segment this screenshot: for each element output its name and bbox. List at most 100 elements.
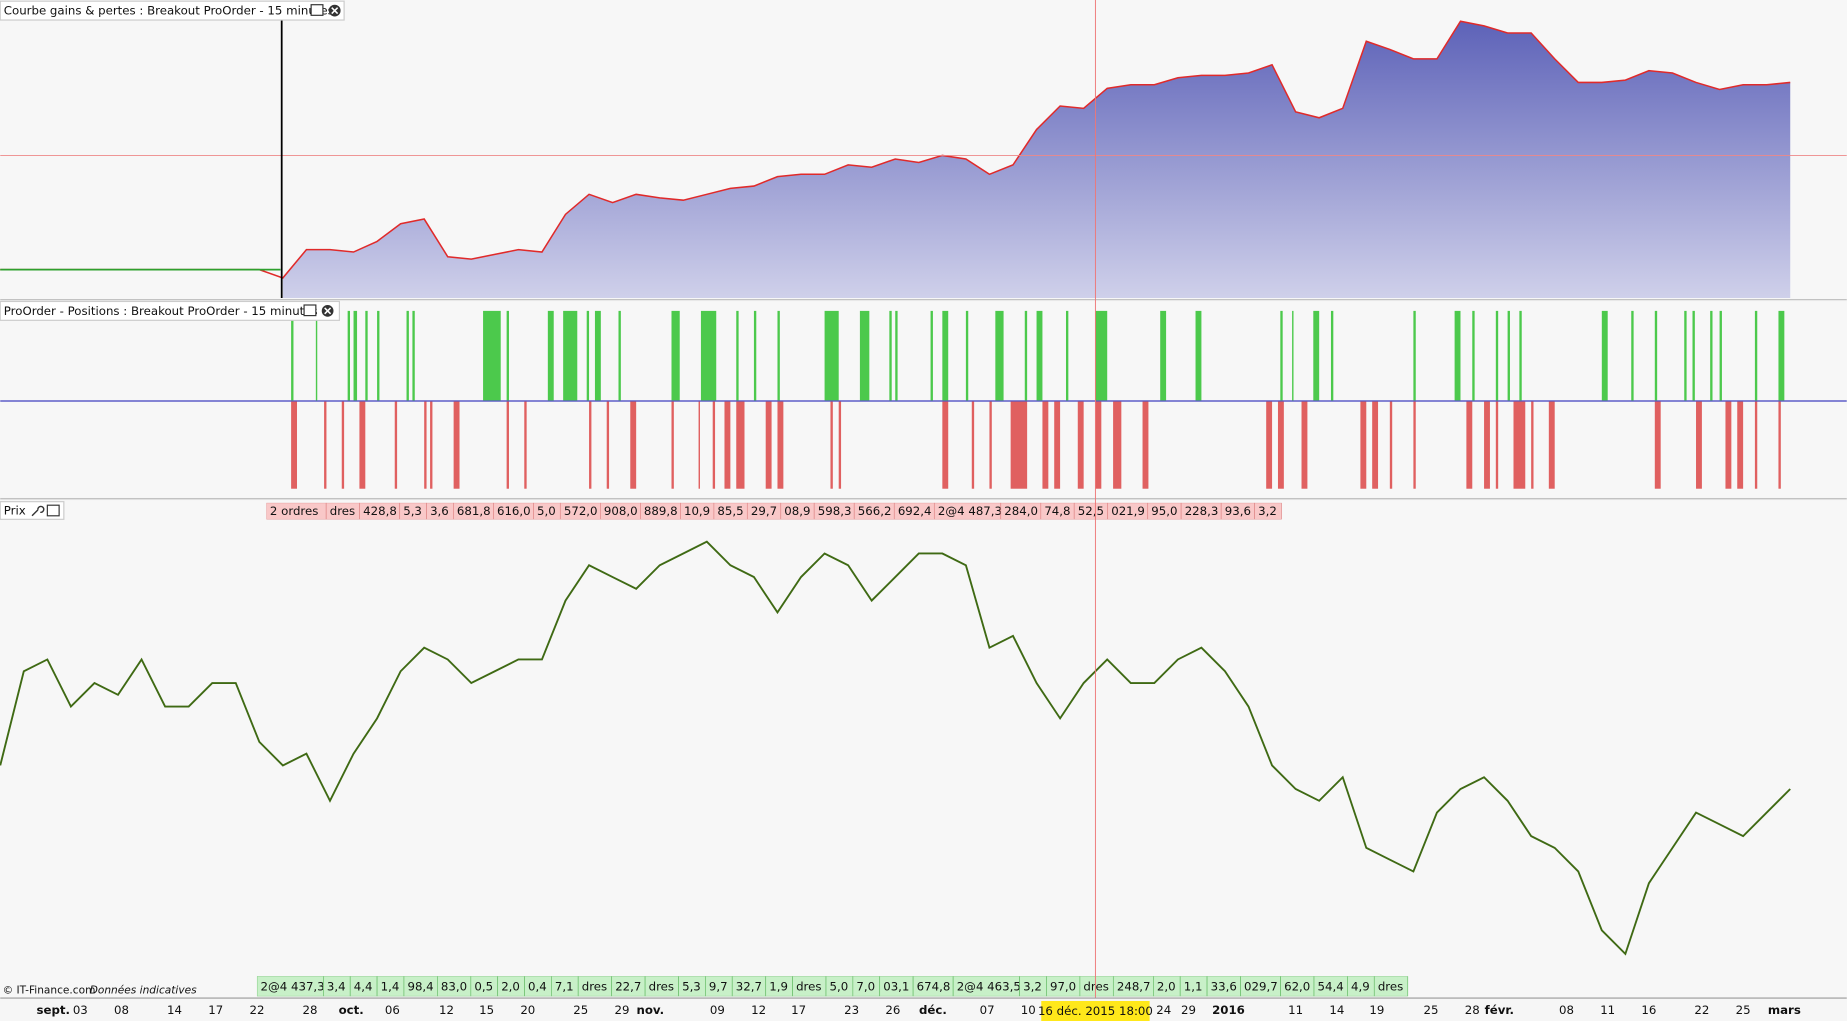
x-tick-label: 17 — [208, 1003, 223, 1017]
x-tick-label: 10 — [1021, 1003, 1036, 1017]
price-panel — [0, 500, 1847, 998]
short-position — [1778, 401, 1781, 489]
short-position — [1754, 401, 1758, 489]
long-position — [1024, 310, 1028, 401]
maximize-button[interactable] — [310, 4, 324, 16]
order-label: 0,4 — [528, 979, 547, 993]
order-label: 428,8 — [363, 504, 397, 518]
settings-button[interactable] — [31, 505, 45, 517]
order-label: 33,6 — [1211, 979, 1237, 993]
panel-title: Prix — [4, 504, 26, 518]
order-label: 5,3 — [682, 979, 701, 993]
long-position — [1754, 310, 1758, 401]
equity-chart — [0, 20, 1791, 298]
short-position — [1372, 401, 1379, 489]
short-position — [1360, 401, 1367, 489]
x-tick-label: 25 — [573, 1003, 588, 1017]
long-position — [895, 310, 898, 401]
order-label: 021,9 — [1111, 504, 1145, 518]
title-bar — [0, 300, 340, 321]
long-position — [506, 310, 509, 401]
order-label: 08,9 — [784, 504, 810, 518]
x-tick-label: 08 — [1559, 1003, 1574, 1017]
x-tick-label: 19 — [1369, 1003, 1384, 1017]
price-chart — [0, 540, 1791, 956]
long-position — [1507, 310, 1510, 401]
x-tick-label: mars — [1768, 1003, 1801, 1017]
order-label: 674,8 — [917, 979, 951, 993]
order-label: 1,4 — [381, 979, 400, 993]
positions-panel — [0, 301, 1847, 497]
x-tick-label: nov. — [636, 1003, 664, 1017]
price-line — [0, 540, 1791, 956]
maximize-button[interactable] — [46, 504, 60, 517]
long-position — [1454, 310, 1461, 401]
long-position — [586, 310, 590, 401]
order-label: 2@4 463,5 — [957, 979, 1021, 993]
x-tick-label: 26 — [885, 1003, 900, 1017]
x-tick-label: 14 — [1329, 1003, 1344, 1017]
short-position — [671, 401, 674, 489]
x-tick-label: 2016 — [1212, 1003, 1245, 1017]
order-label: 889,8 — [644, 504, 678, 518]
equity-area — [282, 21, 1791, 298]
long-position — [700, 310, 717, 401]
long-position — [965, 310, 969, 401]
order-label: 284,0 — [1004, 504, 1038, 518]
long-position — [1654, 310, 1658, 401]
order-label: 0,5 — [474, 979, 493, 993]
long-position — [1692, 310, 1695, 401]
close-icon — [331, 7, 339, 15]
x-tick-label: 25 — [1424, 1003, 1439, 1017]
order-labels-top: 2 ordres dres 428,8 5,3 3,6 681,8 616,0 5,0 572,… — [266, 502, 1282, 520]
disclaimer: Données indicatives — [90, 984, 197, 996]
short-position — [630, 401, 637, 489]
order-label: 1,1 — [1184, 979, 1203, 993]
maximize-button[interactable] — [303, 304, 317, 317]
short-position — [1095, 401, 1102, 489]
order-label: 9,7 — [709, 979, 728, 993]
long-position — [671, 310, 680, 401]
order-label: 83,0 — [441, 979, 467, 993]
short-position — [1113, 401, 1122, 489]
long-position — [1413, 310, 1416, 401]
x-tick-label: sept. — [36, 1003, 70, 1017]
short-position — [1413, 401, 1416, 489]
order-label-box — [1373, 976, 1409, 997]
long-position — [412, 310, 415, 401]
order-label: 566,2 — [858, 504, 892, 518]
long-position — [347, 310, 350, 401]
x-tick-label: 28 — [302, 1003, 317, 1017]
long-position — [353, 310, 358, 401]
order-label: 54,4 — [1318, 979, 1344, 993]
order-label: 3,4 — [327, 979, 346, 993]
x-tick-label: 09 — [710, 1003, 725, 1017]
long-position — [377, 310, 380, 401]
order-label: 681,8 — [457, 504, 491, 518]
copyright: © IT-Finance.com — [3, 984, 96, 996]
x-tick-label: 16 — [1641, 1003, 1656, 1017]
short-position — [424, 401, 427, 489]
close-icon — [324, 307, 332, 315]
short-position — [777, 401, 784, 489]
short-position — [1531, 401, 1534, 489]
long-position — [1710, 310, 1713, 401]
short-position — [1466, 401, 1473, 489]
short-position — [1010, 401, 1028, 489]
short-position — [1513, 401, 1526, 489]
time-axis: sept. 03 08 14 17 22 28 oct. 06 12 15 20 25 29 nov. 09 1… — [36, 1003, 1800, 1017]
short-position — [1696, 401, 1702, 489]
x-tick-label: 24 — [1156, 1003, 1171, 1017]
x-tick-label: 08 — [114, 1003, 129, 1017]
long-position — [942, 310, 949, 401]
short-position — [1142, 401, 1149, 489]
short-position — [765, 401, 772, 489]
equity-line — [0, 20, 1791, 279]
long-position — [1684, 310, 1687, 401]
long-position — [1095, 310, 1108, 401]
long-position — [1292, 310, 1294, 401]
order-label: 52,5 — [1078, 504, 1104, 518]
order-label: 03,1 — [883, 979, 909, 993]
short-position — [838, 401, 842, 489]
